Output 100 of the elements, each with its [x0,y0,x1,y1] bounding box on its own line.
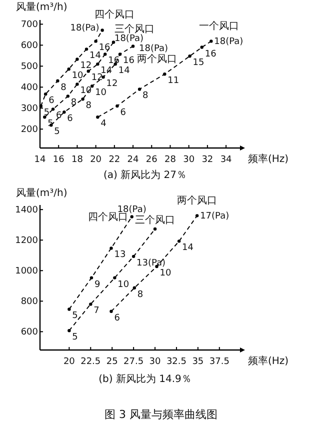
x-tick-label: 22 [108,155,120,165]
point [118,52,122,56]
point [200,46,204,49]
annotation: 6 [67,114,74,124]
x-tick-label: 30 [183,155,195,165]
annotation: 12 [91,73,103,84]
annotation: 10 [80,86,92,96]
annotation: 8 [142,91,149,102]
y-tick-label: 700 [20,20,38,30]
annotation: 7 [94,306,100,316]
point [210,40,213,43]
annotation: 9 [94,280,100,290]
point [43,116,46,119]
annotation: 18(Pa) [139,44,168,54]
annotation: 8 [137,290,144,300]
point [110,246,113,250]
x-axis-title: 频率(Hz) [248,355,289,367]
x-tick-label: 20 [63,357,76,367]
point [100,28,104,32]
point [68,329,71,332]
x-tick-label: 35 [192,357,204,367]
y-tick-label: 400 [20,83,38,94]
point [130,215,134,218]
y-tick-label: 1400 [15,206,38,216]
text: (b) 新风比为 14.9％ [98,373,192,385]
annotation: 14 [182,243,194,254]
y-tick-label: 600 [20,41,38,52]
annotation: 12 [80,61,92,72]
point [195,214,199,218]
annotation: 18(Pa) [117,204,146,215]
x-tick-label: 34 [220,155,232,165]
point [39,104,43,108]
annotation: 8 [70,98,77,108]
series-label: 三个风口 [114,23,154,36]
y-tick-label: 300 [20,104,38,114]
point [132,286,136,290]
y-tick-label: 500 [20,62,38,72]
annotation: 5 [72,332,78,343]
point [66,94,70,98]
annotation: 5 [54,127,60,138]
x-tick-label: 28 [164,155,176,165]
x-tick-label: 30 [149,357,162,367]
y-tick-label: 1200 [15,236,38,246]
point [96,62,100,66]
series-label: 两个风口 [177,194,218,207]
annotation: 10 [118,280,130,290]
point [81,98,84,101]
annotation: 18(Pa) [214,37,244,48]
annotation: 6 [114,313,120,324]
x-tick-label: 16 [52,155,65,165]
annotation: 15 [192,58,204,68]
x-tick-label: 20 [90,155,102,165]
point [89,302,92,306]
point [76,82,79,86]
point [132,254,136,258]
y-tick-label: 800 [20,297,38,308]
point [112,40,116,44]
point [67,68,70,71]
y-axis-title: 风量(m³/h) [16,2,68,13]
point [51,108,55,111]
annotation: 14 [100,66,112,76]
point [138,88,142,91]
series-label: 四个风口 [94,8,134,20]
point [188,54,192,58]
annotation: 13(Pa) [136,258,166,268]
y-tick-label: 600 [20,328,38,338]
point [116,104,119,108]
point [153,227,157,231]
annotation: 18(Pa) [114,34,144,44]
x-axis-title: 频率(Hz) [248,153,289,165]
annotation: 14 [118,66,130,76]
annotation: 18(Pa) [70,23,100,34]
x-tick-label: 18 [71,155,84,165]
y-axis-title: 风量(m³/h) [16,188,68,199]
point [113,276,116,280]
annotation: 12 [106,79,118,90]
annotation: 16 [98,43,111,54]
annotation: 5 [72,311,78,322]
annotation: 11 [168,76,180,86]
point [163,72,166,76]
annotation: 16 [204,49,217,60]
point [90,276,94,280]
x-tick-label: 25 [106,357,118,367]
point [86,70,90,73]
annotation: 17(Pa) [200,212,230,222]
y-tick-label: 200 [20,125,38,136]
annotation: 8 [60,82,67,93]
x-tick-label: 37.5 [209,357,230,367]
point [76,58,79,61]
point [84,48,88,51]
x-tick-label: 22.5 [80,357,101,367]
annotation: 10 [72,71,84,82]
x-tick-label: 14 [34,155,46,165]
point [110,310,113,313]
series-label: 一个风口 [199,20,240,32]
caption: 图 3 风量与频率曲线图 [104,408,218,421]
annotation: 4 [100,119,107,130]
annotation: 6 [120,108,126,118]
annotation: 13 [114,250,126,260]
x-tick-label: 27.5 [124,357,144,367]
